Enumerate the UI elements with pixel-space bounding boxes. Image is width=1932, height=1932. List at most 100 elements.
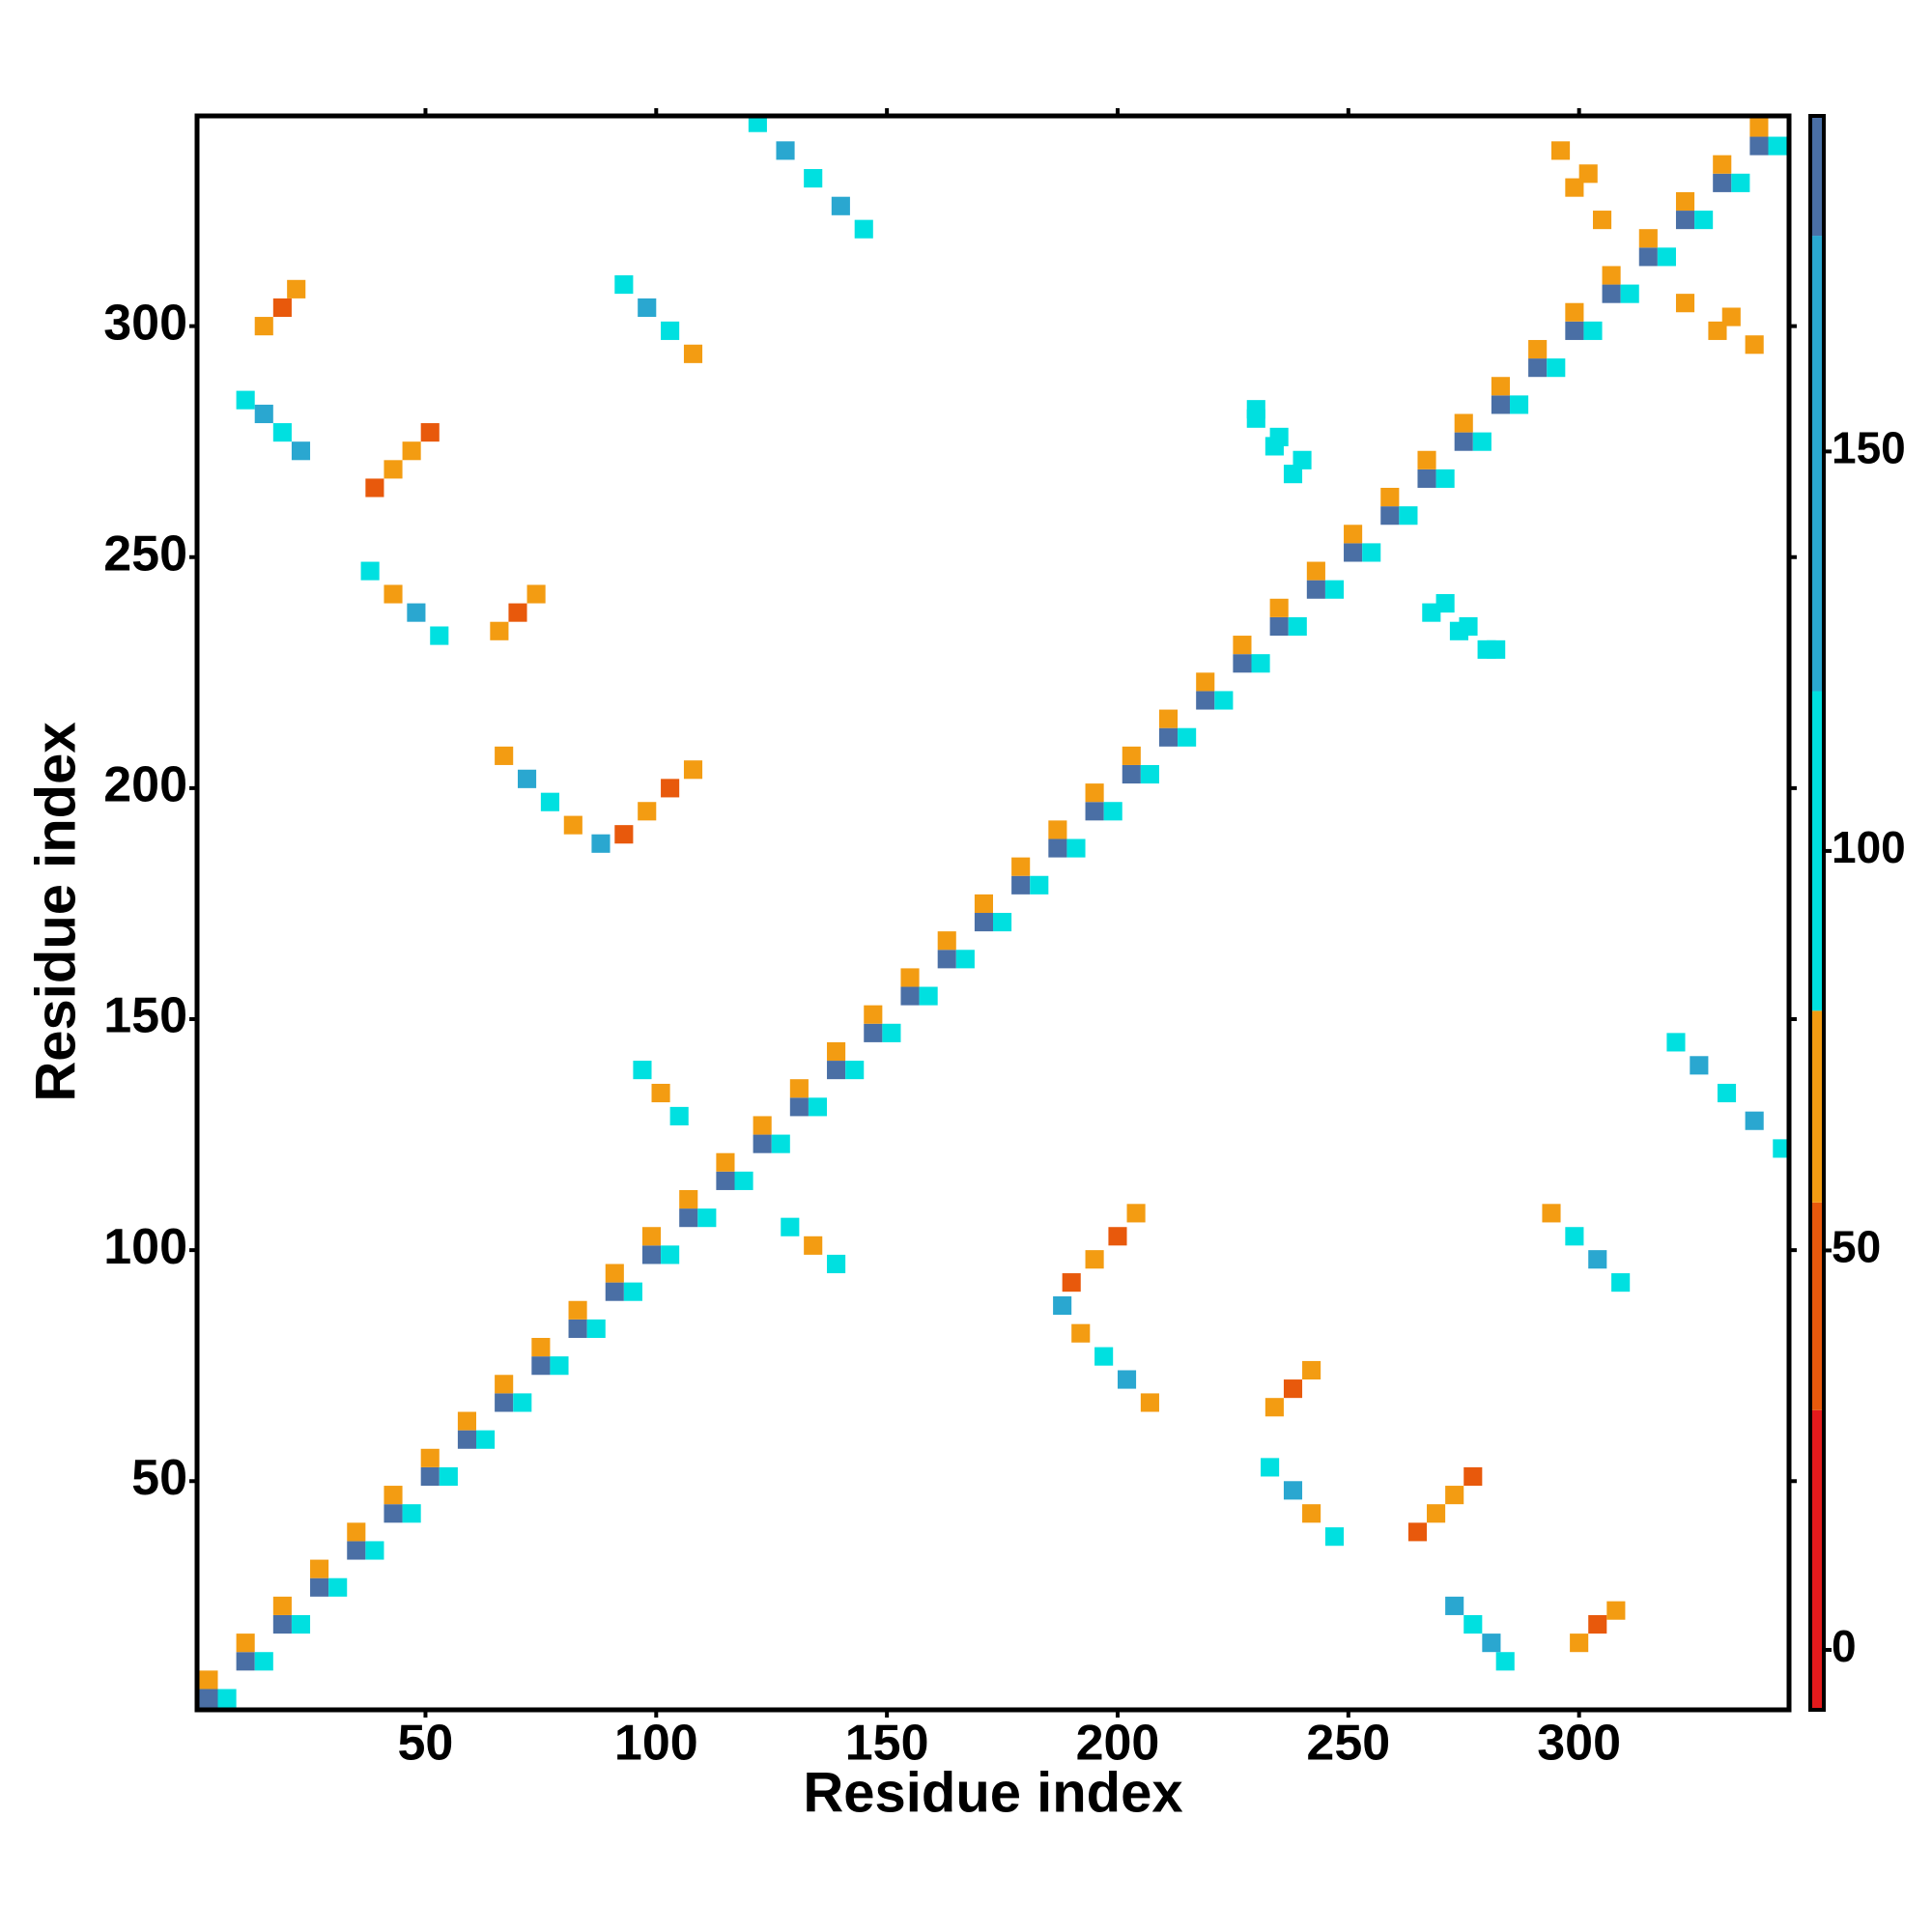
heatmap-cell <box>1344 525 1363 544</box>
x-tick-label: 200 <box>1076 1716 1160 1772</box>
heatmap-cell <box>679 1189 698 1209</box>
heatmap-cell <box>1233 636 1252 655</box>
heatmap-cell <box>384 1504 403 1523</box>
heatmap-cell <box>199 1670 218 1690</box>
heatmap-cell <box>475 1430 496 1449</box>
heatmap-cell <box>789 1079 809 1098</box>
heatmap-cell <box>638 298 657 318</box>
colorbar-tick-label: 100 <box>1832 822 1906 872</box>
heatmap-cell <box>1306 580 1325 599</box>
heatmap-cell <box>614 825 634 844</box>
heatmap-cell <box>614 275 634 295</box>
colorbar-band <box>1810 1202 1824 1410</box>
heatmap-cell <box>1066 838 1086 858</box>
heatmap-cell <box>1550 141 1571 160</box>
heatmap-cell <box>1417 469 1436 488</box>
plot-frame <box>194 113 1792 1713</box>
heatmap-cell <box>272 1596 292 1615</box>
heatmap-cell <box>1510 395 1529 414</box>
heatmap-cell <box>526 584 546 604</box>
x-tick-label: 300 <box>1537 1716 1621 1772</box>
heatmap-cell <box>1620 284 1639 303</box>
heatmap-cell <box>1768 136 1787 156</box>
heatmap-cell <box>1085 1250 1104 1269</box>
heatmap-cell <box>1611 1273 1631 1293</box>
heatmap-cell <box>919 986 938 1006</box>
heatmap-cell <box>236 1634 255 1653</box>
heatmap-cell <box>1565 178 1584 197</box>
heatmap-cell <box>661 321 680 340</box>
heatmap-cell <box>1380 506 1400 526</box>
heatmap-cell <box>605 1282 624 1301</box>
heatmap-cell <box>1399 506 1418 526</box>
heatmap-cell <box>974 894 993 913</box>
heatmap-cell <box>1251 654 1270 673</box>
heatmap-cell <box>1588 1614 1607 1634</box>
heatmap-cell <box>1380 488 1400 507</box>
heatmap-cell <box>1140 764 1159 784</box>
heatmap-cell <box>1071 1323 1091 1343</box>
y-tick-label: 300 <box>103 295 187 351</box>
heatmap-cell <box>789 1097 809 1117</box>
colorbar-tick-label: 150 <box>1832 423 1906 473</box>
heatmap-cell <box>845 1061 865 1080</box>
heatmap-cell <box>1178 727 1197 747</box>
heatmap-cell <box>661 779 680 798</box>
heatmap-cell <box>1454 413 1473 433</box>
heatmap-cell <box>955 950 975 969</box>
heatmap-cell <box>439 1466 458 1487</box>
heatmap-cell <box>697 1208 717 1228</box>
heatmap-cell <box>1459 616 1478 637</box>
heatmap-cell <box>291 441 311 461</box>
heatmap-cell <box>531 1338 551 1357</box>
colorbar-frame <box>1808 114 1826 1712</box>
heatmap-cell <box>854 219 873 239</box>
heatmap-cell <box>1675 191 1695 212</box>
heatmap-cell <box>1264 1398 1284 1417</box>
heatmap-cell <box>993 913 1012 932</box>
heatmap-cell <box>457 1430 476 1449</box>
heatmap-cell <box>827 1254 846 1274</box>
heatmap-cell <box>1578 164 1598 184</box>
heatmap-cell <box>217 1689 237 1708</box>
heatmap-cell <box>1602 284 1621 303</box>
heatmap-cell <box>365 1541 384 1560</box>
heatmap-cell <box>804 169 823 188</box>
heatmap-cell <box>1246 409 1265 428</box>
heatmap-cell <box>1657 247 1676 267</box>
heatmap-cell <box>1269 598 1289 617</box>
heatmap-cell <box>568 1319 587 1338</box>
heatmap-cell <box>1283 1379 1303 1399</box>
heatmap-cell <box>1435 594 1455 613</box>
heatmap-cell <box>254 317 273 336</box>
heatmap-cell <box>1547 358 1566 378</box>
heatmap-cell <box>254 1652 273 1671</box>
heatmap-cell <box>1302 1504 1321 1523</box>
heatmap-cell <box>236 390 255 410</box>
heatmap-cell <box>1713 155 1732 174</box>
heatmap-cell <box>1053 1295 1072 1316</box>
heatmap-cell <box>882 1023 901 1042</box>
heatmap-cell <box>753 1134 772 1153</box>
heatmap-cell <box>287 279 306 298</box>
heatmap-cell <box>1482 1634 1501 1653</box>
heatmap-cell <box>420 423 440 442</box>
heatmap-cell <box>1324 1527 1345 1547</box>
colorbar-tick-label: 0 <box>1832 1621 1857 1671</box>
heatmap-cell <box>1011 875 1031 895</box>
heatmap-cell <box>827 1041 846 1062</box>
heatmap-cell <box>1435 469 1455 488</box>
heatmap-cell <box>1214 691 1234 710</box>
heatmap-cell <box>1427 1504 1446 1523</box>
heatmap-cell <box>1158 727 1179 747</box>
heatmap-cell <box>716 1171 735 1190</box>
heatmap-cell <box>513 1393 532 1412</box>
heatmap-cell <box>1606 1601 1626 1620</box>
heatmap-cell <box>1463 1466 1483 1487</box>
heatmap-cell <box>1261 1458 1280 1477</box>
heatmap-cell <box>1293 450 1312 469</box>
heatmap-cell <box>1085 783 1104 803</box>
heatmap-cell <box>199 1689 218 1708</box>
